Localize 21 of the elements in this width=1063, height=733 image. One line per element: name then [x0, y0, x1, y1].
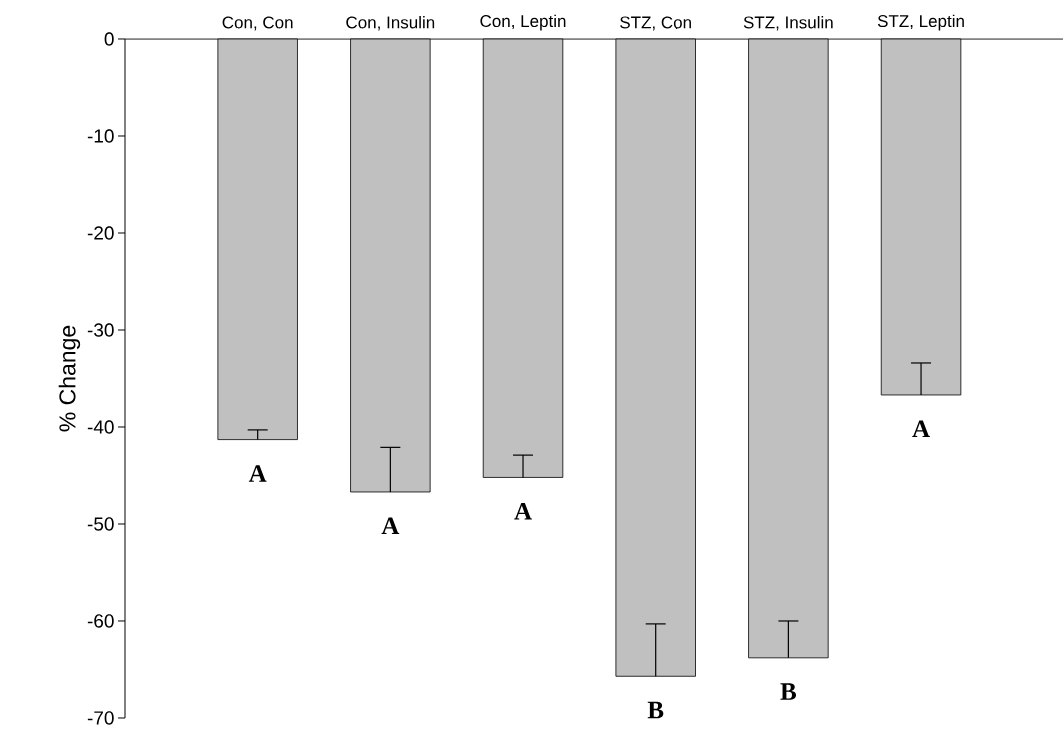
- x-tick-label: STZ, Insulin: [743, 15, 833, 31]
- annotation: B: [780, 683, 797, 700]
- y-axis-title: % Change: [58, 325, 81, 432]
- x-tick-label: STZ, Leptin: [877, 14, 964, 31]
- annotation: B: [647, 701, 664, 719]
- y-tick-label: -70: [87, 711, 114, 725]
- annotation: A: [912, 420, 930, 438]
- y-tick-label: 0: [104, 32, 114, 46]
- x-tick-label: Con, Leptin: [480, 14, 566, 31]
- annotation: A: [381, 517, 400, 535]
- annotation: A: [514, 502, 532, 520]
- y-tick-label: -10: [87, 129, 114, 143]
- y-tick-label: -60: [87, 614, 114, 628]
- y-tick-label: -50: [87, 517, 114, 531]
- x-tick-label: Con, Insulin: [346, 15, 435, 31]
- x-tick-label: Con, Con: [222, 16, 293, 31]
- y-tick-label: -30: [87, 323, 114, 337]
- annotation: A: [248, 465, 267, 482]
- y-tick-label: -20: [87, 226, 114, 240]
- y-tick-label: -40: [87, 420, 114, 434]
- x-tick-label: STZ, Con: [620, 16, 691, 31]
